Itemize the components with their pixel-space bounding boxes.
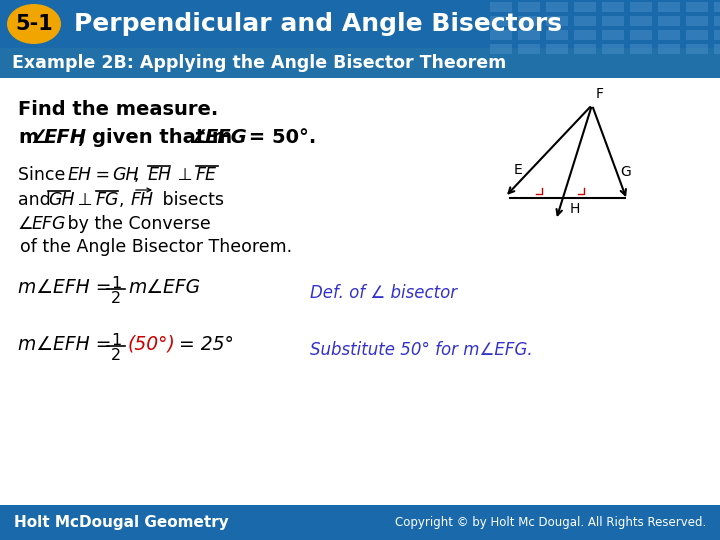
Text: 1: 1 (111, 333, 121, 348)
Text: of the Angle Bisector Theorem.: of the Angle Bisector Theorem. (20, 238, 292, 256)
Text: Find the measure.: Find the measure. (18, 100, 218, 119)
Text: m∠EFG: m∠EFG (128, 278, 200, 297)
FancyBboxPatch shape (574, 30, 596, 40)
FancyBboxPatch shape (658, 44, 680, 54)
Text: G: G (620, 165, 631, 179)
Text: F: F (596, 87, 604, 101)
FancyBboxPatch shape (714, 2, 720, 12)
Text: 2: 2 (111, 291, 121, 306)
Text: Example 2B: Applying the Angle Bisector Theorem: Example 2B: Applying the Angle Bisector … (12, 54, 506, 72)
Text: and: and (18, 191, 50, 209)
FancyBboxPatch shape (686, 2, 708, 12)
Text: Since: Since (18, 166, 71, 184)
Text: ⊥: ⊥ (72, 191, 98, 209)
FancyBboxPatch shape (714, 16, 720, 26)
FancyBboxPatch shape (574, 16, 596, 26)
FancyBboxPatch shape (686, 44, 708, 54)
Text: EH: EH (148, 166, 172, 184)
FancyBboxPatch shape (490, 16, 512, 26)
Text: Copyright © by Holt Mc Dougal. All Rights Reserved.: Copyright © by Holt Mc Dougal. All Right… (395, 516, 706, 529)
Text: Perpendicular and Angle Bisectors: Perpendicular and Angle Bisectors (74, 12, 562, 36)
FancyBboxPatch shape (574, 2, 596, 12)
Text: FH: FH (131, 191, 154, 209)
FancyBboxPatch shape (546, 44, 568, 54)
Text: =: = (90, 166, 116, 184)
Text: = 25°: = 25° (173, 335, 234, 354)
Text: 5-1: 5-1 (15, 14, 53, 34)
Text: EFG: EFG (32, 215, 66, 233)
Text: Holt McDougal Geometry: Holt McDougal Geometry (14, 515, 229, 530)
Text: ∠: ∠ (191, 128, 209, 147)
Text: = 50°.: = 50°. (242, 128, 316, 147)
Text: , given that m: , given that m (78, 128, 232, 147)
Text: ⊥: ⊥ (172, 166, 198, 184)
Text: ∠: ∠ (18, 215, 34, 233)
FancyBboxPatch shape (0, 0, 720, 48)
FancyBboxPatch shape (602, 44, 624, 54)
FancyBboxPatch shape (658, 16, 680, 26)
Text: H: H (570, 202, 580, 216)
FancyBboxPatch shape (518, 30, 540, 40)
Text: 2: 2 (111, 348, 121, 363)
Text: EFH: EFH (44, 128, 87, 147)
Text: Def. of ∠ bisector: Def. of ∠ bisector (310, 284, 457, 302)
FancyBboxPatch shape (0, 505, 720, 540)
FancyBboxPatch shape (714, 44, 720, 54)
FancyBboxPatch shape (518, 2, 540, 12)
FancyBboxPatch shape (518, 16, 540, 26)
FancyBboxPatch shape (630, 16, 652, 26)
Text: m∠EFH =: m∠EFH = (18, 335, 117, 354)
Text: EH: EH (68, 166, 92, 184)
FancyBboxPatch shape (714, 30, 720, 40)
Text: E: E (514, 163, 523, 177)
Text: EFG: EFG (205, 128, 248, 147)
Text: ∠: ∠ (30, 128, 48, 147)
FancyBboxPatch shape (658, 30, 680, 40)
FancyBboxPatch shape (686, 16, 708, 26)
Text: bisects: bisects (157, 191, 224, 209)
FancyBboxPatch shape (546, 2, 568, 12)
Text: (50°): (50°) (128, 335, 176, 354)
Text: FE: FE (196, 166, 217, 184)
Text: Substitute 50° for m∠EFG.: Substitute 50° for m∠EFG. (310, 341, 533, 359)
FancyBboxPatch shape (490, 30, 512, 40)
FancyBboxPatch shape (602, 2, 624, 12)
Text: m: m (18, 128, 38, 147)
FancyBboxPatch shape (602, 30, 624, 40)
Text: m∠EFH =: m∠EFH = (18, 278, 117, 297)
Text: 1: 1 (111, 276, 121, 291)
Text: by the Converse: by the Converse (62, 215, 211, 233)
FancyBboxPatch shape (490, 44, 512, 54)
Text: GH: GH (48, 191, 75, 209)
FancyBboxPatch shape (630, 44, 652, 54)
FancyBboxPatch shape (0, 78, 720, 505)
FancyBboxPatch shape (574, 44, 596, 54)
Ellipse shape (7, 4, 61, 44)
FancyBboxPatch shape (602, 16, 624, 26)
Text: ,: , (134, 166, 145, 184)
FancyBboxPatch shape (686, 30, 708, 40)
FancyBboxPatch shape (630, 2, 652, 12)
FancyBboxPatch shape (546, 30, 568, 40)
Text: FG: FG (96, 191, 120, 209)
FancyBboxPatch shape (658, 2, 680, 12)
FancyBboxPatch shape (490, 2, 512, 12)
Text: ,: , (119, 191, 130, 209)
FancyBboxPatch shape (546, 16, 568, 26)
FancyBboxPatch shape (630, 30, 652, 40)
FancyBboxPatch shape (518, 44, 540, 54)
Text: GH: GH (112, 166, 139, 184)
FancyBboxPatch shape (0, 48, 720, 78)
